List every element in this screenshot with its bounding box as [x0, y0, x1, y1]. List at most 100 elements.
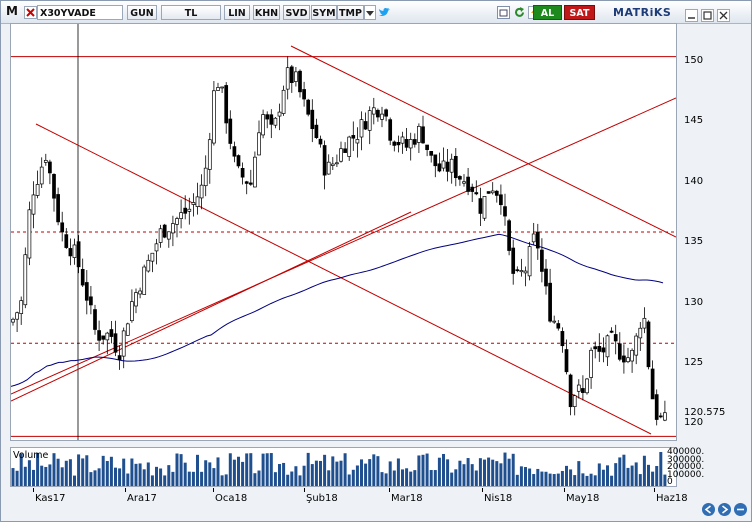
zoom-icon[interactable] — [734, 503, 747, 516]
date-tick-mark — [482, 488, 483, 492]
candle-body — [597, 346, 602, 352]
candle-body — [27, 209, 32, 259]
volume-bar — [360, 459, 363, 486]
candle-body — [617, 343, 622, 360]
candle-body — [568, 374, 573, 408]
candle-body — [540, 249, 544, 272]
volume-bar — [388, 461, 392, 486]
candle-body — [175, 218, 179, 225]
volume-bar — [146, 462, 150, 486]
volume-bar — [142, 469, 146, 486]
trend-line — [10, 97, 677, 395]
candle-body — [400, 136, 405, 144]
volume-bar — [331, 456, 335, 486]
candle-body — [515, 269, 520, 272]
volume-tick-label: 100000. — [667, 469, 705, 480]
candle-body — [195, 196, 200, 207]
candle-body — [478, 198, 483, 214]
volume-bar — [335, 461, 339, 486]
candle-body — [212, 90, 216, 144]
price-chart-panel[interactable] — [10, 23, 677, 441]
candle-body — [347, 136, 352, 157]
candle-body — [564, 349, 569, 373]
candle-body — [523, 270, 528, 274]
candle-body — [363, 121, 368, 130]
refresh-icon[interactable] — [513, 6, 526, 19]
volume-bar — [314, 460, 318, 486]
volume-bar — [425, 453, 429, 486]
volume-bar — [85, 455, 89, 486]
scroll-left-icon[interactable] — [702, 503, 715, 516]
candle-body — [622, 355, 626, 363]
price-tick-label: 135 — [684, 236, 704, 248]
candle-body — [572, 395, 577, 407]
volume-bar — [93, 470, 97, 486]
candle-body — [482, 196, 487, 219]
toolbar-button-tmp[interactable]: TMP — [337, 5, 364, 20]
toolbar-button-khn[interactable]: KHN — [253, 5, 280, 20]
candle-body — [146, 259, 151, 272]
matriks-logo-button[interactable]: M — [6, 4, 18, 18]
volume-bar — [618, 457, 622, 486]
volume-bar — [495, 461, 499, 486]
candle-body — [437, 163, 442, 172]
toolbar-button-sym[interactable]: SYM — [311, 5, 337, 20]
candle-body — [125, 323, 130, 336]
volume-bar — [499, 463, 503, 486]
volume-bar — [663, 474, 667, 486]
sell-button[interactable]: SAT — [564, 5, 595, 20]
volume-bar — [208, 462, 212, 486]
symbol-field[interactable]: X30YVADE — [37, 5, 123, 20]
candle-body — [281, 89, 286, 114]
volume-bar — [323, 454, 327, 486]
candle-body — [458, 176, 462, 180]
toolbar-button-svd[interactable]: SVD — [283, 5, 310, 20]
volume-bar — [228, 453, 232, 486]
dropdown-arrow-icon[interactable] — [364, 5, 376, 20]
candle-body — [302, 89, 306, 100]
volume-bar — [478, 458, 482, 486]
price-chart-svg — [10, 24, 677, 440]
candle-body — [335, 162, 339, 165]
volume-bar — [339, 460, 343, 486]
date-tick-label: Nis18 — [484, 493, 513, 504]
maximize-icon[interactable] — [701, 9, 714, 22]
candle-body — [507, 220, 511, 251]
close-icon[interactable] — [717, 9, 730, 22]
volume-bar — [626, 467, 630, 486]
candle-body — [392, 141, 397, 146]
volume-bar — [23, 466, 27, 486]
candle-body — [43, 159, 48, 163]
candle-body — [499, 194, 503, 206]
volume-bar — [446, 459, 450, 486]
volume-bar — [15, 470, 19, 486]
volume-bar — [368, 459, 372, 486]
volume-bar — [27, 460, 31, 486]
candle-body — [609, 330, 614, 333]
volume-bar — [421, 454, 425, 486]
volume-bar — [396, 458, 400, 486]
scroll-right-icon[interactable] — [718, 503, 731, 516]
window-icon[interactable] — [497, 6, 510, 19]
volume-panel[interactable]: Volume — [10, 447, 677, 487]
volume-chart-svg — [11, 452, 667, 486]
candle-body — [187, 208, 192, 212]
candle-body — [535, 231, 540, 249]
buy-button[interactable]: AL — [533, 5, 562, 20]
volume-bar — [200, 471, 204, 486]
date-tick-label: Kas17 — [35, 493, 66, 504]
currency-button[interactable]: TL — [161, 5, 221, 20]
twitter-icon[interactable] — [378, 6, 391, 19]
candle-body — [310, 109, 315, 130]
volume-bar — [536, 468, 540, 486]
candle-body — [359, 119, 364, 138]
date-tick-mark — [654, 488, 655, 492]
candle-body — [322, 145, 327, 176]
candle-body — [142, 266, 147, 295]
candle-body — [544, 268, 548, 287]
candle-body — [52, 174, 56, 199]
period-button[interactable]: GUN — [127, 5, 157, 20]
scale-button[interactable]: LIN — [224, 5, 250, 20]
close-symbol-icon[interactable] — [24, 6, 37, 19]
minimize-icon[interactable] — [685, 9, 698, 22]
